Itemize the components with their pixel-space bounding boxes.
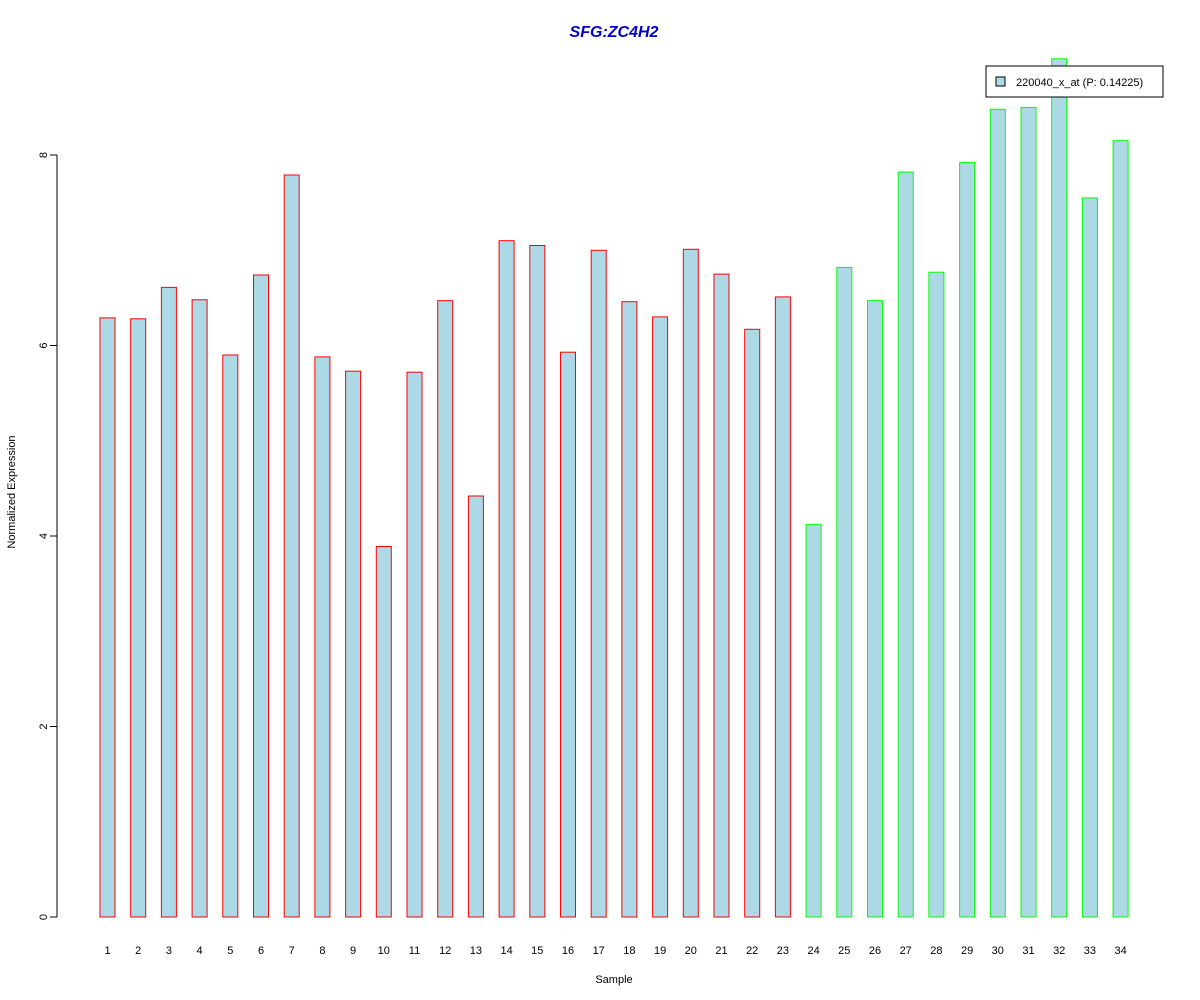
bar-sample-14 <box>498 240 515 918</box>
bar-sample-27 <box>897 171 914 918</box>
bar-sample-6 <box>253 274 269 918</box>
bar-sample-26 <box>867 300 883 918</box>
x-tick-label: 22 <box>746 945 758 957</box>
bar-sample-30 <box>989 108 1006 918</box>
bar-sample-2 <box>130 318 147 918</box>
x-tick-label: 18 <box>623 945 635 957</box>
bar-sample-11 <box>406 371 423 918</box>
bar-sample-8 <box>314 356 331 918</box>
legend: 220040_x_at (P: 0.14225) <box>985 65 1164 98</box>
bar-sample-33 <box>1081 197 1098 918</box>
x-tick-label: 9 <box>350 945 356 957</box>
x-axis-title: Sample <box>595 974 632 986</box>
x-tick-label: 33 <box>1084 945 1096 957</box>
x-tick-label: 3 <box>166 945 172 957</box>
bar-sample-25 <box>836 266 853 918</box>
bar-sample-24 <box>805 524 822 918</box>
bar-sample-4 <box>191 299 208 918</box>
x-tick-label: 32 <box>1053 945 1065 957</box>
x-tick-label: 17 <box>593 945 605 957</box>
legend-swatch <box>995 76 1006 87</box>
x-tick-label: 8 <box>319 945 325 957</box>
y-axis-title: Normalized Expression <box>6 435 18 548</box>
x-tick-label: 26 <box>869 945 881 957</box>
x-tick-label: 16 <box>562 945 574 957</box>
x-tick-label: 27 <box>900 945 912 957</box>
bar-sample-18 <box>621 301 638 918</box>
x-tick-label: 24 <box>807 945 819 957</box>
bar-sample-3 <box>160 286 177 918</box>
y-axis: 0 2 4 6 8 <box>38 152 58 920</box>
bar-sample-1 <box>99 317 116 918</box>
x-tick-label: 21 <box>715 945 727 957</box>
legend-box <box>985 65 1164 98</box>
x-tick-label: 6 <box>258 945 264 957</box>
y-tick-label: 8 <box>38 152 50 158</box>
x-tick-label: 4 <box>197 945 203 957</box>
x-tick-label: 5 <box>227 945 233 957</box>
bar-sample-22 <box>744 328 761 918</box>
bar-sample-9 <box>345 370 362 918</box>
x-tick-label: 10 <box>378 945 390 957</box>
y-tick-label: 6 <box>38 342 50 348</box>
x-tick-label: 29 <box>961 945 973 957</box>
x-tick-labels: 1 2 3 4 5 6 7 8 9 10 11 12 13 14 15 16 17 18 19 20 21 22 23 24 2… <box>104 945 1126 957</box>
bar-sample-13 <box>467 495 484 918</box>
x-tick-label: 20 <box>685 945 697 957</box>
bar-sample-16 <box>560 351 576 918</box>
bar-sample-20 <box>682 248 699 918</box>
bar-sample-34 <box>1112 140 1129 918</box>
x-tick-label: 12 <box>439 945 451 957</box>
y-tick-label: 0 <box>38 914 50 920</box>
bar-sample-15 <box>529 245 546 918</box>
x-tick-label: 1 <box>104 945 110 957</box>
bar-sample-12 <box>437 300 454 918</box>
x-tick-label: 25 <box>838 945 850 957</box>
x-tick-label: 15 <box>531 945 543 957</box>
x-tick-label: 7 <box>289 945 295 957</box>
bar-sample-31 <box>1020 106 1037 918</box>
bar-sample-5 <box>222 354 239 918</box>
x-tick-label: 13 <box>470 945 482 957</box>
bar-sample-28 <box>928 271 945 918</box>
bar-sample-29 <box>959 162 976 918</box>
x-tick-label: 23 <box>777 945 789 957</box>
bars-group <box>99 58 1129 918</box>
x-tick-label: 14 <box>500 945 512 957</box>
chart-title: SFG:ZC4H2 <box>570 24 659 41</box>
bar-sample-19 <box>652 316 669 918</box>
bar-sample-7 <box>283 174 300 918</box>
x-tick-label: 28 <box>930 945 942 957</box>
x-tick-label: 11 <box>409 945 420 957</box>
x-tick-label: 30 <box>992 945 1004 957</box>
x-tick-label: 2 <box>135 945 141 957</box>
y-tick-label: 4 <box>38 533 50 539</box>
y-tick-label: 2 <box>38 723 50 729</box>
bar-sample-23 <box>774 296 791 918</box>
x-tick-label: 34 <box>1114 945 1126 957</box>
bar-sample-21 <box>713 273 730 918</box>
legend-label: 220040_x_at (P: 0.14225) <box>1016 77 1143 89</box>
bar-sample-10 <box>375 546 392 918</box>
x-tick-label: 19 <box>654 945 666 957</box>
bar-sample-32 <box>1051 58 1068 918</box>
x-tick-label: 31 <box>1022 945 1034 957</box>
bar-sample-17 <box>590 249 607 918</box>
